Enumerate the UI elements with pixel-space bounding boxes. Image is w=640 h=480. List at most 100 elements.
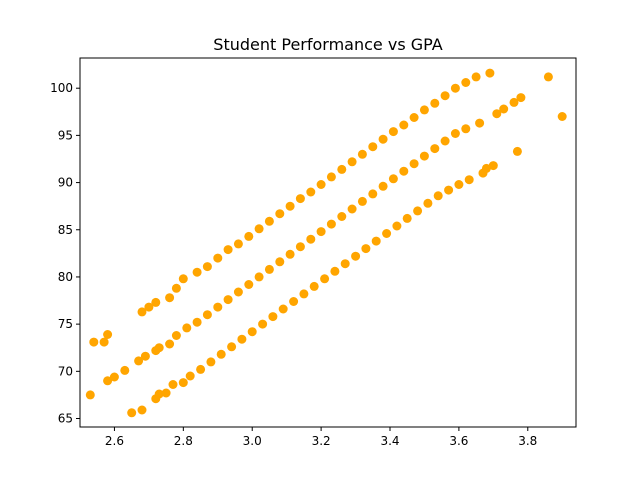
y-tick-label: 85 <box>58 223 73 237</box>
x-tick-label: 3.0 <box>243 434 262 448</box>
data-point <box>275 257 285 267</box>
y-tick-label: 65 <box>58 412 73 426</box>
data-point <box>320 274 330 284</box>
data-point <box>213 253 223 263</box>
data-point <box>254 224 264 234</box>
data-point <box>299 289 309 299</box>
data-point <box>464 175 474 185</box>
data-point <box>461 124 471 134</box>
data-point <box>413 206 423 216</box>
data-point <box>216 349 226 359</box>
data-point <box>316 180 326 189</box>
data-point <box>357 149 367 159</box>
y-tick-label: 100 <box>50 81 73 95</box>
data-point <box>330 266 340 276</box>
data-point <box>402 213 412 223</box>
data-points <box>85 68 567 418</box>
data-point <box>206 357 216 367</box>
plot-frame <box>79 57 577 428</box>
data-point <box>264 264 274 274</box>
data-point <box>433 191 443 201</box>
data-point <box>499 104 509 114</box>
data-point <box>103 376 113 386</box>
data-point <box>154 343 164 353</box>
data-point <box>450 129 460 138</box>
data-point <box>475 118 485 128</box>
data-point <box>278 304 288 314</box>
data-point <box>337 212 347 221</box>
data-point <box>388 127 398 137</box>
data-point <box>196 364 206 374</box>
data-point <box>237 334 247 344</box>
data-point <box>254 272 264 282</box>
data-point <box>509 97 519 107</box>
data-point <box>454 180 464 189</box>
x-tick-label: 3.8 <box>518 434 537 448</box>
x-tick-label: 3.2 <box>312 434 331 448</box>
data-point <box>227 342 237 352</box>
data-point <box>306 187 316 197</box>
data-point <box>264 216 274 226</box>
data-point <box>557 112 567 121</box>
x-tick-label: 3.4 <box>380 434 399 448</box>
data-point <box>516 93 526 103</box>
data-point <box>399 120 409 130</box>
data-point <box>485 68 495 78</box>
data-point <box>268 312 278 322</box>
data-point <box>192 317 202 327</box>
data-point <box>378 181 388 191</box>
data-point <box>340 259 350 269</box>
y-tick-label: 70 <box>58 364 73 378</box>
data-point <box>89 337 99 347</box>
data-point <box>361 244 371 254</box>
data-point <box>488 161 498 171</box>
data-point <box>213 302 223 312</box>
data-point <box>233 239 243 249</box>
data-point <box>109 372 119 382</box>
data-point <box>368 142 378 152</box>
data-point <box>399 166 409 176</box>
data-point <box>140 351 150 361</box>
data-point <box>382 229 392 238</box>
data-point <box>440 136 450 146</box>
data-point <box>202 310 212 320</box>
data-point <box>171 331 181 340</box>
data-point <box>388 174 398 184</box>
data-point <box>202 262 212 272</box>
data-point <box>409 159 419 169</box>
data-point <box>258 319 268 329</box>
data-point <box>423 198 433 208</box>
data-point <box>137 405 147 415</box>
data-point <box>419 105 429 115</box>
data-point <box>295 242 305 252</box>
data-point <box>347 204 357 214</box>
data-point <box>419 151 429 161</box>
data-point <box>326 172 336 182</box>
chart-title: Student Performance vs GPA <box>213 35 442 54</box>
data-point <box>165 293 175 303</box>
data-point <box>450 83 460 93</box>
data-point <box>247 327 257 337</box>
data-point <box>233 287 243 297</box>
x-tick-label: 2.6 <box>105 434 124 448</box>
y-axis: 65 70 75 80 85 90 95 100 <box>50 81 80 426</box>
data-point <box>151 297 161 307</box>
data-point <box>471 72 481 82</box>
data-point <box>481 163 491 173</box>
data-point <box>223 245 233 255</box>
y-tick-label: 80 <box>58 270 73 284</box>
data-point <box>134 356 144 366</box>
data-point <box>444 185 454 195</box>
data-point <box>409 113 419 122</box>
data-point <box>289 297 299 306</box>
data-point <box>120 365 130 375</box>
data-point <box>492 109 502 119</box>
data-point <box>165 339 175 349</box>
data-point <box>285 201 295 211</box>
data-point <box>347 157 357 167</box>
data-point <box>244 280 254 289</box>
data-point <box>85 390 95 400</box>
data-point <box>326 219 336 229</box>
data-point <box>185 371 195 381</box>
